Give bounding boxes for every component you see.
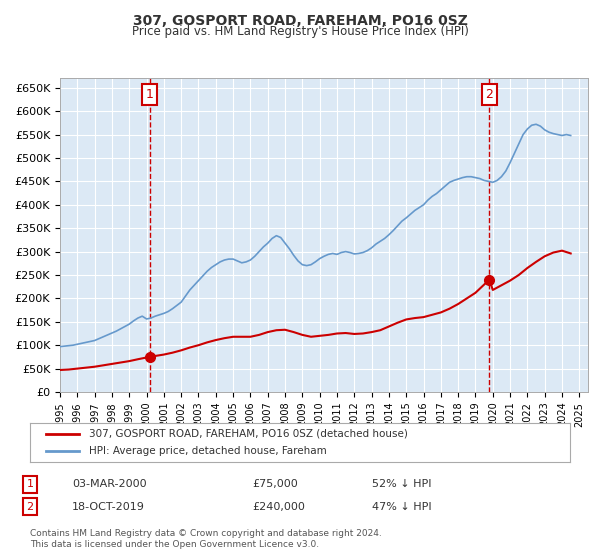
Text: HPI: Average price, detached house, Fareham: HPI: Average price, detached house, Fare… [89, 446, 327, 456]
Text: 2: 2 [26, 502, 34, 512]
Text: Price paid vs. HM Land Registry's House Price Index (HPI): Price paid vs. HM Land Registry's House … [131, 25, 469, 38]
Text: £75,000: £75,000 [252, 479, 298, 489]
Text: 2: 2 [485, 88, 493, 101]
Text: Contains HM Land Registry data © Crown copyright and database right 2024.
This d: Contains HM Land Registry data © Crown c… [30, 529, 382, 549]
Text: 52% ↓ HPI: 52% ↓ HPI [372, 479, 431, 489]
Text: 47% ↓ HPI: 47% ↓ HPI [372, 502, 431, 512]
Text: 1: 1 [146, 88, 154, 101]
Text: 1: 1 [26, 479, 34, 489]
Text: 307, GOSPORT ROAD, FAREHAM, PO16 0SZ (detached house): 307, GOSPORT ROAD, FAREHAM, PO16 0SZ (de… [89, 429, 408, 439]
Text: 03-MAR-2000: 03-MAR-2000 [72, 479, 146, 489]
Text: £240,000: £240,000 [252, 502, 305, 512]
Text: 307, GOSPORT ROAD, FAREHAM, PO16 0SZ: 307, GOSPORT ROAD, FAREHAM, PO16 0SZ [133, 14, 467, 28]
Text: 18-OCT-2019: 18-OCT-2019 [72, 502, 145, 512]
